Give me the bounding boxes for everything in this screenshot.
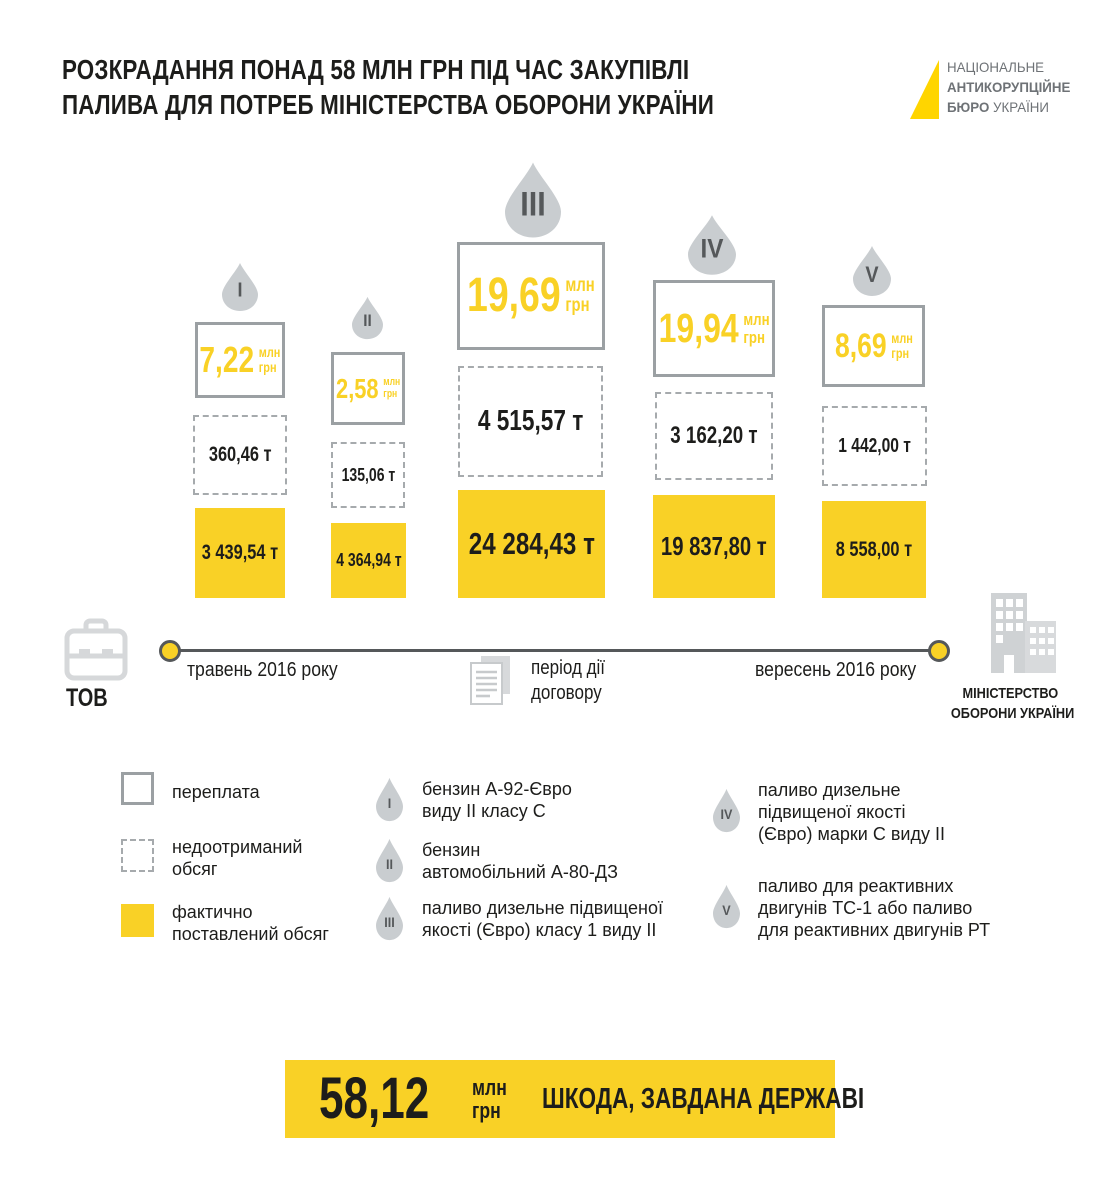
overpayment-box-2: 2,58 млн грн <box>331 352 405 425</box>
legend-drop-icon-5: V <box>713 884 740 929</box>
delivered-box-4: 19 837,80 т <box>653 495 775 598</box>
overpayment-box-5: 8,69 млн грн <box>822 305 925 387</box>
title-line-2: ПАЛИВА ДЛЯ ПОТРЕБ МІНІСТЕРСТВА ОБОРОНИ У… <box>62 89 714 120</box>
unit-grn: грн <box>565 295 590 316</box>
unit-mln: млн <box>743 309 770 329</box>
fuel-drop-icon-1: I <box>222 262 258 312</box>
delivered-box-3: 24 284,43 т <box>458 490 605 598</box>
shortfall-box-1: 360,46 т <box>193 415 287 495</box>
legend-drop-icon-4: IV <box>713 788 740 833</box>
unit-grn: грн <box>258 359 277 375</box>
delivered-value: 4 364,94 т <box>335 550 402 570</box>
damage-total-banner: 58,12 млн грн ШКОДА, ЗАВДАНА ДЕРЖАВІ <box>285 1060 864 1138</box>
shortfall-box-4: 3 162,20 т <box>655 392 773 480</box>
delivered-box-2: 4 364,94 т <box>331 523 406 598</box>
legend-swatch-delivered <box>121 904 154 937</box>
drop-numeral: I <box>387 794 392 811</box>
unit-grn: грн <box>890 345 909 361</box>
fuel-drop-icon-3: III <box>505 161 561 239</box>
unit-grn: грн <box>383 387 398 400</box>
overpayment-value: 19,94 <box>658 305 739 351</box>
nabu-logo-triangle-icon <box>910 57 940 119</box>
contract-period-label: період дії договору <box>531 657 606 704</box>
overpayment-box-4: 19,94 млн грн <box>653 280 775 377</box>
legend-label-overpayment: переплата <box>172 782 260 802</box>
shortfall-value: 4 515,57 т <box>477 405 584 437</box>
ministry-buildings-icon <box>985 593 1061 675</box>
drop-numeral: II <box>363 311 372 331</box>
unit-mln: млн <box>383 376 401 389</box>
shortfall-value: 1 442,00 т <box>838 434 911 457</box>
damage-label: ШКОДА, ЗАВДАНА ДЕРЖАВІ <box>541 1082 864 1115</box>
logo-line-2: АНТИКОРУПЦІЙНЕ <box>947 79 1071 95</box>
legend-label-fuel-4: паливо дизельне підвищеної якості (Євро)… <box>758 780 945 844</box>
timeline-start-label: травень 2016 року <box>187 659 338 681</box>
shortfall-box-2: 135,06 т <box>331 442 405 508</box>
unit-grn: грн <box>743 327 765 347</box>
overpayment-value: 2,58 <box>335 372 379 404</box>
legend-swatch-shortfall <box>121 839 154 872</box>
logo-line-3-rest: УКРАЇНИ <box>993 99 1049 115</box>
drop-numeral: II <box>385 855 394 872</box>
briefcase-icon <box>64 614 128 688</box>
legend-label-fuel-5: паливо для реактивних двигунів ТС-1 або … <box>758 876 991 940</box>
drop-numeral: IV <box>700 233 724 264</box>
shortfall-box-5: 1 442,00 т <box>822 406 927 486</box>
overpayment-box-1: 7,22 млн грн <box>195 322 285 398</box>
unit-mln: млн <box>258 344 281 361</box>
overpayment-box-3: 19,69 млн грн <box>457 242 605 350</box>
logo-line-3-bold: БЮРО <box>947 99 990 115</box>
timeline-end-label: вересень 2016 року <box>755 659 917 681</box>
legend-label-fuel-1: бензин А-92-Євро виду II класу С <box>422 779 572 821</box>
delivered-value: 8 558,00 т <box>835 537 913 561</box>
drop-numeral: IV <box>720 805 733 822</box>
title-line-1: РОЗКРАДАННЯ ПОНАД 58 МЛН ГРН ПІД ЧАС ЗАК… <box>62 54 690 85</box>
legend-label-fuel-2: бензин автомобільний А-80-ДЗ <box>422 840 618 882</box>
timeline-end-dot <box>928 640 950 662</box>
unit-mln: млн <box>565 275 595 297</box>
drop-numeral: III <box>520 185 546 224</box>
overpayment-value: 19,69 <box>467 269 561 322</box>
timeline-line <box>170 649 939 652</box>
shortfall-value: 3 162,20 т <box>670 422 758 449</box>
logo-line-1: НАЦІОНАЛЬНЕ <box>947 59 1045 75</box>
fuel-drop-icon-2: II <box>352 296 383 340</box>
delivered-value: 19 837,80 т <box>661 531 767 561</box>
drop-numeral: V <box>865 261 879 287</box>
legend-label-fuel-3: паливо дизельне підвищеної якості (Євро)… <box>422 898 663 940</box>
legend-label-delivered: фактично поставлений обсяг <box>172 902 329 944</box>
legend-label-shortfall: недоотриманий обсяг <box>172 837 303 879</box>
delivered-value: 3 439,54 т <box>201 541 279 564</box>
overpayment-value: 7,22 <box>199 339 255 380</box>
drop-numeral: V <box>722 901 731 918</box>
right-entity-label: МІНІСТЕРСТВО ОБОРОНИ УКРАЇНИ <box>950 685 1075 722</box>
fuel-drop-icon-5: V <box>853 245 891 297</box>
delivered-value: 24 284,43 т <box>468 526 595 561</box>
shortfall-value: 360,46 т <box>208 443 272 466</box>
damage-amount: 58,12 <box>319 1066 430 1131</box>
shortfall-box-3: 4 515,57 т <box>458 366 603 477</box>
delivered-box-1: 3 439,54 т <box>195 508 285 598</box>
unit-mln: млн <box>890 330 913 347</box>
delivered-box-5: 8 558,00 т <box>822 501 926 598</box>
timeline-start-dot <box>159 640 181 662</box>
drop-numeral: I <box>237 279 243 301</box>
legend-drop-icon-2: II <box>376 838 403 883</box>
contract-document-icon <box>468 655 514 705</box>
drop-numeral: III <box>384 913 395 930</box>
left-entity-label: ТОВ <box>66 684 108 712</box>
damage-unit-mln: млн <box>472 1074 507 1100</box>
legend-drop-icon-1: I <box>376 777 403 822</box>
overpayment-value: 8,69 <box>834 327 887 365</box>
page-title: РОЗКРАДАННЯ ПОНАД 58 МЛН ГРН ПІД ЧАС ЗАК… <box>62 52 877 122</box>
damage-unit-grn: грн <box>472 1098 501 1123</box>
legend-drop-icon-3: III <box>376 896 403 941</box>
nabu-logo-text: НАЦІОНАЛЬНЕ АНТИКОРУПЦІЙНЕ БЮРО УКРАЇНИ <box>947 57 1077 117</box>
fuel-drop-icon-4: IV <box>688 214 736 276</box>
legend-swatch-overpayment <box>121 772 154 805</box>
shortfall-value: 135,06 т <box>341 464 395 485</box>
